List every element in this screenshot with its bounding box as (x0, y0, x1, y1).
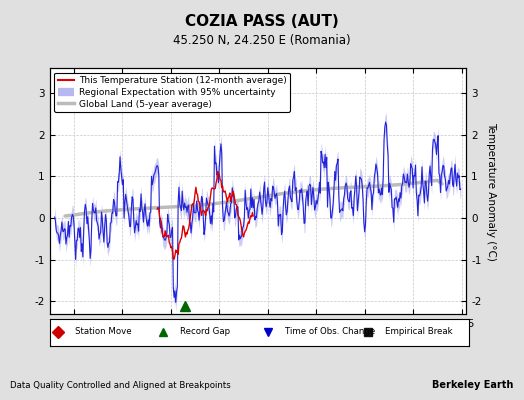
Text: Time of Obs. Change: Time of Obs. Change (285, 327, 375, 336)
Legend: This Temperature Station (12-month average), Regional Expectation with 95% uncer: This Temperature Station (12-month avera… (54, 72, 290, 112)
Text: Berkeley Earth: Berkeley Earth (432, 380, 514, 390)
Text: Record Gap: Record Gap (180, 327, 230, 336)
Text: COZIA PASS (AUT): COZIA PASS (AUT) (185, 14, 339, 29)
Text: 45.250 N, 24.250 E (Romania): 45.250 N, 24.250 E (Romania) (173, 34, 351, 47)
Y-axis label: Temperature Anomaly (°C): Temperature Anomaly (°C) (486, 122, 496, 260)
Text: Station Move: Station Move (75, 327, 132, 336)
Text: Data Quality Controlled and Aligned at Breakpoints: Data Quality Controlled and Aligned at B… (10, 381, 231, 390)
Text: Empirical Break: Empirical Break (385, 327, 453, 336)
